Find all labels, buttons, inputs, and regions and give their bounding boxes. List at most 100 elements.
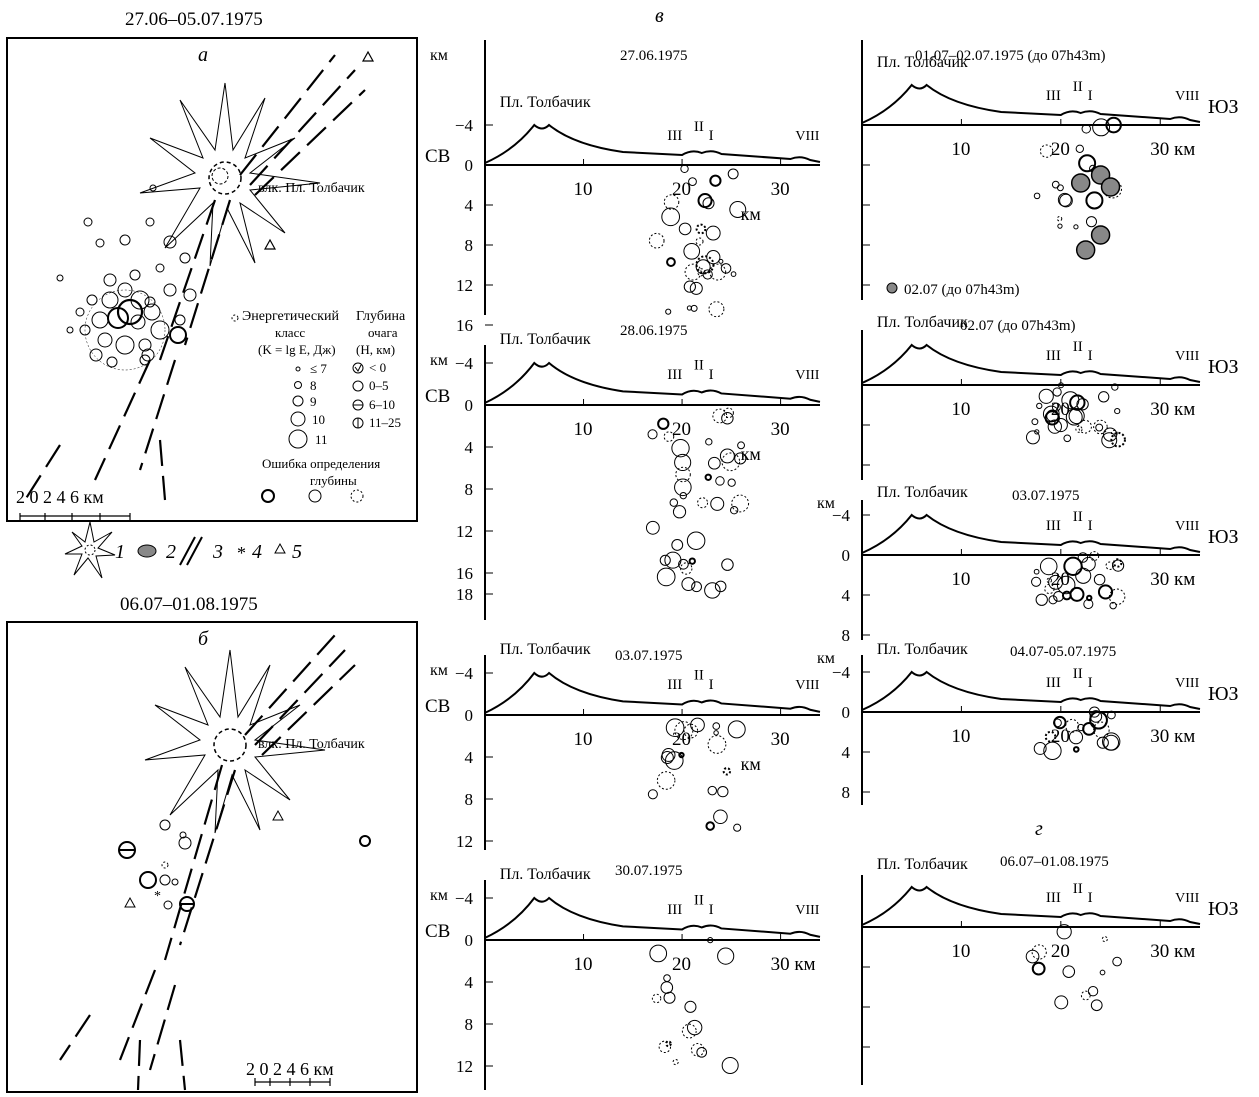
hypocenter xyxy=(1036,402,1043,410)
hypocenter xyxy=(1052,387,1062,397)
hypocenter xyxy=(1057,192,1072,207)
hypocenter xyxy=(1051,180,1060,189)
hypocenter xyxy=(1053,417,1068,433)
topography-profile xyxy=(861,885,1201,926)
topography-profile xyxy=(484,671,821,714)
hypocenter xyxy=(704,582,721,599)
hypocenter xyxy=(663,974,671,982)
star-legend-icon xyxy=(64,521,116,579)
depth-tick-label: 8 xyxy=(465,1015,474,1034)
section-title: 04.07-05.07.1975 xyxy=(1010,644,1116,660)
hypocenter xyxy=(681,577,696,592)
x-tick-label: 20 xyxy=(1051,941,1070,962)
hypocenter xyxy=(719,448,735,464)
hypocenter xyxy=(1034,429,1040,435)
hypocenter xyxy=(1062,965,1076,978)
hypocenter xyxy=(1111,559,1125,572)
x-tick-label: 20 xyxy=(672,954,691,975)
hypocenter xyxy=(1048,574,1064,590)
hypocenter xyxy=(680,562,693,575)
vent-label: VIII xyxy=(795,129,819,144)
cross-sections: 27.06.1975 −4 0 4 8 12 16 км 10 20 30 км Пл. Толбачи… xyxy=(425,40,1239,1090)
hypocenter xyxy=(1057,223,1063,229)
legend-error-circles xyxy=(261,489,364,503)
depth-tick-label: −4 xyxy=(455,354,474,373)
vent-label: VIII xyxy=(1175,676,1199,691)
hypocenter xyxy=(727,478,736,487)
vent-label: III xyxy=(1046,518,1061,534)
hypocenter xyxy=(1089,710,1108,730)
hypocenter xyxy=(1044,410,1060,426)
hypocenter xyxy=(647,789,658,800)
x-tick-label: 30 км xyxy=(1150,726,1195,747)
topography-profile xyxy=(484,896,821,939)
depth-tick-label: 0 xyxy=(842,703,851,722)
hypocenter xyxy=(1047,419,1062,434)
hypocenter xyxy=(686,305,693,311)
hypocenter xyxy=(683,242,701,260)
depth-tick-label: 12 xyxy=(456,276,473,295)
hypocenter xyxy=(656,567,676,587)
hypocenter xyxy=(1083,598,1094,610)
hypocenter xyxy=(1101,936,1108,943)
hypocenter xyxy=(727,168,739,180)
depth-tick-label: 0 xyxy=(465,706,474,725)
panel-a-letter: а xyxy=(198,44,208,66)
group-letter-v: в xyxy=(655,5,664,27)
depth-tick-label: 12 xyxy=(456,522,473,541)
hypocenter xyxy=(663,431,675,442)
x-unit: км xyxy=(741,754,761,774)
x-tick-label: 10 xyxy=(951,399,970,420)
scale-bar-a-label: 2 0 2 4 6 км xyxy=(16,487,104,507)
x-tick-label: 20 xyxy=(672,179,691,200)
hypocenter xyxy=(1095,423,1104,432)
hypocenter xyxy=(649,944,668,963)
x-tick-label: 30 xyxy=(771,179,790,200)
legend-num-1: 1 xyxy=(115,541,125,563)
hypocenter xyxy=(730,271,737,277)
hypocenter xyxy=(1112,558,1123,568)
hypocenter xyxy=(1065,718,1079,733)
vent-label: I xyxy=(1088,518,1093,534)
vent-label: II xyxy=(1073,881,1083,897)
hypocenter xyxy=(1109,601,1117,610)
hypocenter xyxy=(691,581,702,593)
hypocenter xyxy=(1097,584,1114,600)
vent-label: II xyxy=(1073,666,1083,682)
scale-bar-b-label: 2 0 2 4 6 км xyxy=(246,1059,334,1079)
depth-tick-label: 4 xyxy=(465,973,474,992)
hypocenter xyxy=(660,981,674,994)
hypocenter xyxy=(715,476,725,486)
vent-label: III xyxy=(667,367,682,383)
x-tick-label: 30 км xyxy=(1150,399,1195,420)
depth-unit: км xyxy=(430,352,448,369)
hypocenter xyxy=(707,456,721,470)
hypocenter xyxy=(686,531,706,550)
hypocenter xyxy=(1063,556,1083,576)
direction-label: СВ xyxy=(425,386,450,407)
hypocenter xyxy=(1075,425,1083,433)
hypocenter xyxy=(1077,723,1085,732)
hypocenter xyxy=(1033,192,1041,200)
hypocenter xyxy=(1105,116,1122,134)
direction-label: ЮЗ xyxy=(1208,683,1239,705)
vent-label: I xyxy=(709,367,714,383)
hypocenter xyxy=(1087,985,1099,997)
topography-profile xyxy=(484,123,821,164)
hypocenter xyxy=(1114,407,1121,415)
hypocenter xyxy=(1082,721,1096,736)
hypocenter xyxy=(702,269,713,280)
hypocenter xyxy=(674,453,692,472)
hypocenter xyxy=(1025,430,1040,445)
hypocenter xyxy=(661,748,676,762)
hypocenter xyxy=(665,1040,672,1048)
panel-a-frame xyxy=(6,37,418,522)
hypocenter xyxy=(1025,949,1040,964)
asterisk-icon: * xyxy=(154,889,161,904)
x-tick-label: 20 xyxy=(1051,139,1070,160)
x-tick-label: 30 км xyxy=(771,954,816,975)
hypocenter xyxy=(1085,594,1093,602)
hypocenter xyxy=(1053,715,1067,730)
vent-label: III xyxy=(1046,88,1061,104)
hypocenter xyxy=(678,558,689,570)
